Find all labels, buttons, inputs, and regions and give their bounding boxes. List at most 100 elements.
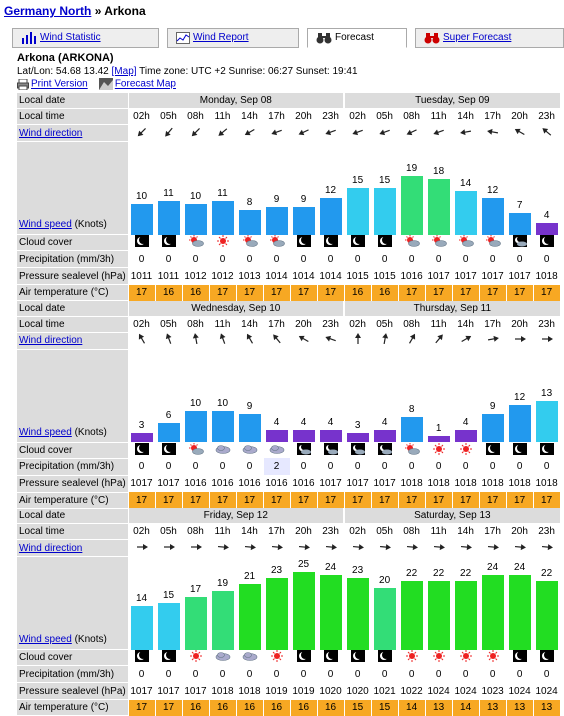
- wind-speed-value: 20: [379, 574, 391, 586]
- temperature-cell: 15: [371, 699, 399, 716]
- wind-speed-label-text[interactable]: Wind speed: [19, 219, 72, 230]
- temperature-cell: 17: [155, 492, 183, 508]
- cloud-cover-label: Cloud cover: [17, 442, 129, 459]
- forecast-map-link[interactable]: Forecast Map: [114, 78, 176, 90]
- time-cell: 02h: [128, 316, 156, 332]
- wind-direction-label-text[interactable]: Wind direction: [19, 335, 83, 346]
- local-time-label-text: Local time: [19, 111, 65, 122]
- cloud-cover-cell: [155, 442, 183, 458]
- temperature-row: Air temperature (°C) 17 16 16 17 17 17 17 17 16 16…: [17, 284, 561, 301]
- wind-speed-cell: 9: [236, 349, 264, 442]
- precipitation-cell: 0: [155, 458, 183, 475]
- precipitation-cell: 0: [371, 458, 399, 475]
- wind-speed-bar: 14: [454, 178, 477, 235]
- pressure-cell: 1018: [479, 475, 507, 492]
- wind-speed-value: 10: [135, 190, 148, 202]
- temperature-cell: 17: [182, 492, 210, 508]
- breadcrumb-parent-link[interactable]: Germany North: [4, 4, 92, 18]
- pressure-cell: 1016: [263, 475, 291, 492]
- precipitation-cell: 0: [209, 250, 237, 268]
- time-cell: 08h: [398, 108, 426, 125]
- wind-speed-label[interactable]: Wind speed (Knots): [17, 141, 129, 235]
- wind-speed-row: Wind speed (Knots) 14 15 17 19 21 23 25 24 23 20 22…: [17, 556, 561, 650]
- tab-forecast[interactable]: Forecast: [307, 28, 407, 48]
- time-cell: 08h: [182, 523, 210, 540]
- moon-icon: [161, 650, 176, 662]
- wind-speed-label[interactable]: Wind speed (Knots): [17, 556, 129, 650]
- time-cell: 05h: [155, 523, 183, 540]
- wind-speed-value: 12: [514, 392, 526, 403]
- tab-wind-statistic[interactable]: Wind Statistic: [12, 28, 159, 48]
- wind-direction-label-text[interactable]: Wind direction: [19, 542, 83, 554]
- wind-speed-bar: 4: [373, 417, 396, 442]
- wind-speed-bar: 20: [373, 575, 396, 650]
- precipitation-cell: 0: [182, 458, 210, 475]
- time-cell: 11h: [209, 316, 237, 332]
- cloud-cover-cell: [533, 234, 561, 251]
- map-link[interactable]: [Map]: [111, 66, 137, 77]
- pressure-cell: 1018: [398, 475, 426, 492]
- pressure-cell: 1014: [263, 267, 291, 285]
- wind-speed-bar: 12: [319, 185, 342, 235]
- day-header: Monday, Sep 08: [128, 93, 345, 109]
- wind-speed-value: 14: [135, 592, 148, 604]
- local-time-label-text: Local time: [19, 526, 65, 537]
- wind-direction-label[interactable]: Wind direction: [17, 124, 129, 142]
- wind-speed-bar: 24: [508, 562, 531, 650]
- pressure-cell: 1020: [317, 682, 345, 700]
- wind-arrow-icon: [246, 333, 253, 344]
- wind-speed-bar: 4: [265, 417, 288, 442]
- print-version-link[interactable]: Print Version: [31, 78, 88, 90]
- wind-direction-cell: [398, 124, 426, 142]
- time-cell: 20h: [290, 523, 318, 540]
- wind-direction-cell: [182, 539, 210, 557]
- temperature-cell: 17: [209, 284, 237, 301]
- pressure-cell: 1017: [371, 475, 399, 492]
- time-cell: 14h: [452, 316, 480, 332]
- moon-icon: [296, 235, 311, 247]
- precipitation-cell: 0: [398, 665, 426, 683]
- wind-speed-bar: 10: [184, 191, 207, 235]
- wind-direction-label-text[interactable]: Wind direction: [19, 127, 83, 139]
- wind-speed-value: 24: [514, 561, 526, 573]
- temperature-cell: 17: [506, 492, 534, 508]
- temperature-cell: 16: [236, 699, 264, 716]
- temperature-cell: 17: [344, 492, 372, 508]
- temperature-cell: 16: [182, 699, 210, 716]
- precipitation-label: Precipitation (mm/3h): [17, 665, 129, 683]
- wind-speed-label[interactable]: Wind speed (Knots): [17, 349, 129, 443]
- wind-speed-cell: 10: [182, 349, 210, 442]
- time-cell: 17h: [263, 108, 291, 125]
- precipitation-row: Precipitation (mm/3h) 0 0 0 0 0 0 0 0 0 0 0 0 0 0 0 0: [17, 665, 561, 683]
- time-cell: 17h: [263, 316, 291, 332]
- cloud-cover-cell: [533, 649, 561, 666]
- temperature-cell: 17: [155, 699, 183, 716]
- time-cell: 05h: [155, 108, 183, 125]
- wind-arrow-icon: [137, 127, 146, 136]
- cloud-cover-cell: [128, 649, 156, 666]
- cloud-cover-label-text: Cloud cover: [19, 237, 73, 248]
- wind-direction-label[interactable]: Wind direction: [17, 539, 129, 557]
- moon-icon: [377, 235, 392, 247]
- temperature-label-text: Air temperature (°C): [19, 702, 109, 713]
- precipitation-row: Precipitation (mm/3h) 0 0 0 0 0 0 0 0 0 0 0 0 0 0 0 0: [17, 250, 561, 268]
- wind-speed-cell: 22: [398, 556, 426, 650]
- tab-wind-report[interactable]: Wind Report: [167, 28, 299, 48]
- wind-direction-label[interactable]: Wind direction: [17, 332, 129, 350]
- wind-speed-bar: 9: [292, 194, 315, 235]
- precipitation-cell: 0: [533, 458, 561, 475]
- wind-arrow-icon: [406, 128, 417, 135]
- wind-speed-label-text[interactable]: Wind speed: [19, 426, 72, 438]
- temperature-label-text: Air temperature (°C): [19, 287, 109, 298]
- wind-speed-cell: 15: [155, 556, 183, 650]
- wind-direction-cell: [506, 539, 534, 557]
- cloud-cover-cell: [317, 234, 345, 251]
- printer-icon: [17, 78, 29, 90]
- tab-super-forecast[interactable]: Super Forecast: [415, 28, 564, 48]
- date-row: Local date Wednesday, Sep 10 Thursday, Sep…: [17, 300, 561, 317]
- temperature-cell: 17: [452, 492, 480, 508]
- wind-speed-label-text[interactable]: Wind speed: [19, 634, 72, 645]
- wind-speed-value: 14: [460, 177, 472, 189]
- wind-arrow-icon: [298, 335, 309, 343]
- wind-arrow-icon: [459, 128, 471, 135]
